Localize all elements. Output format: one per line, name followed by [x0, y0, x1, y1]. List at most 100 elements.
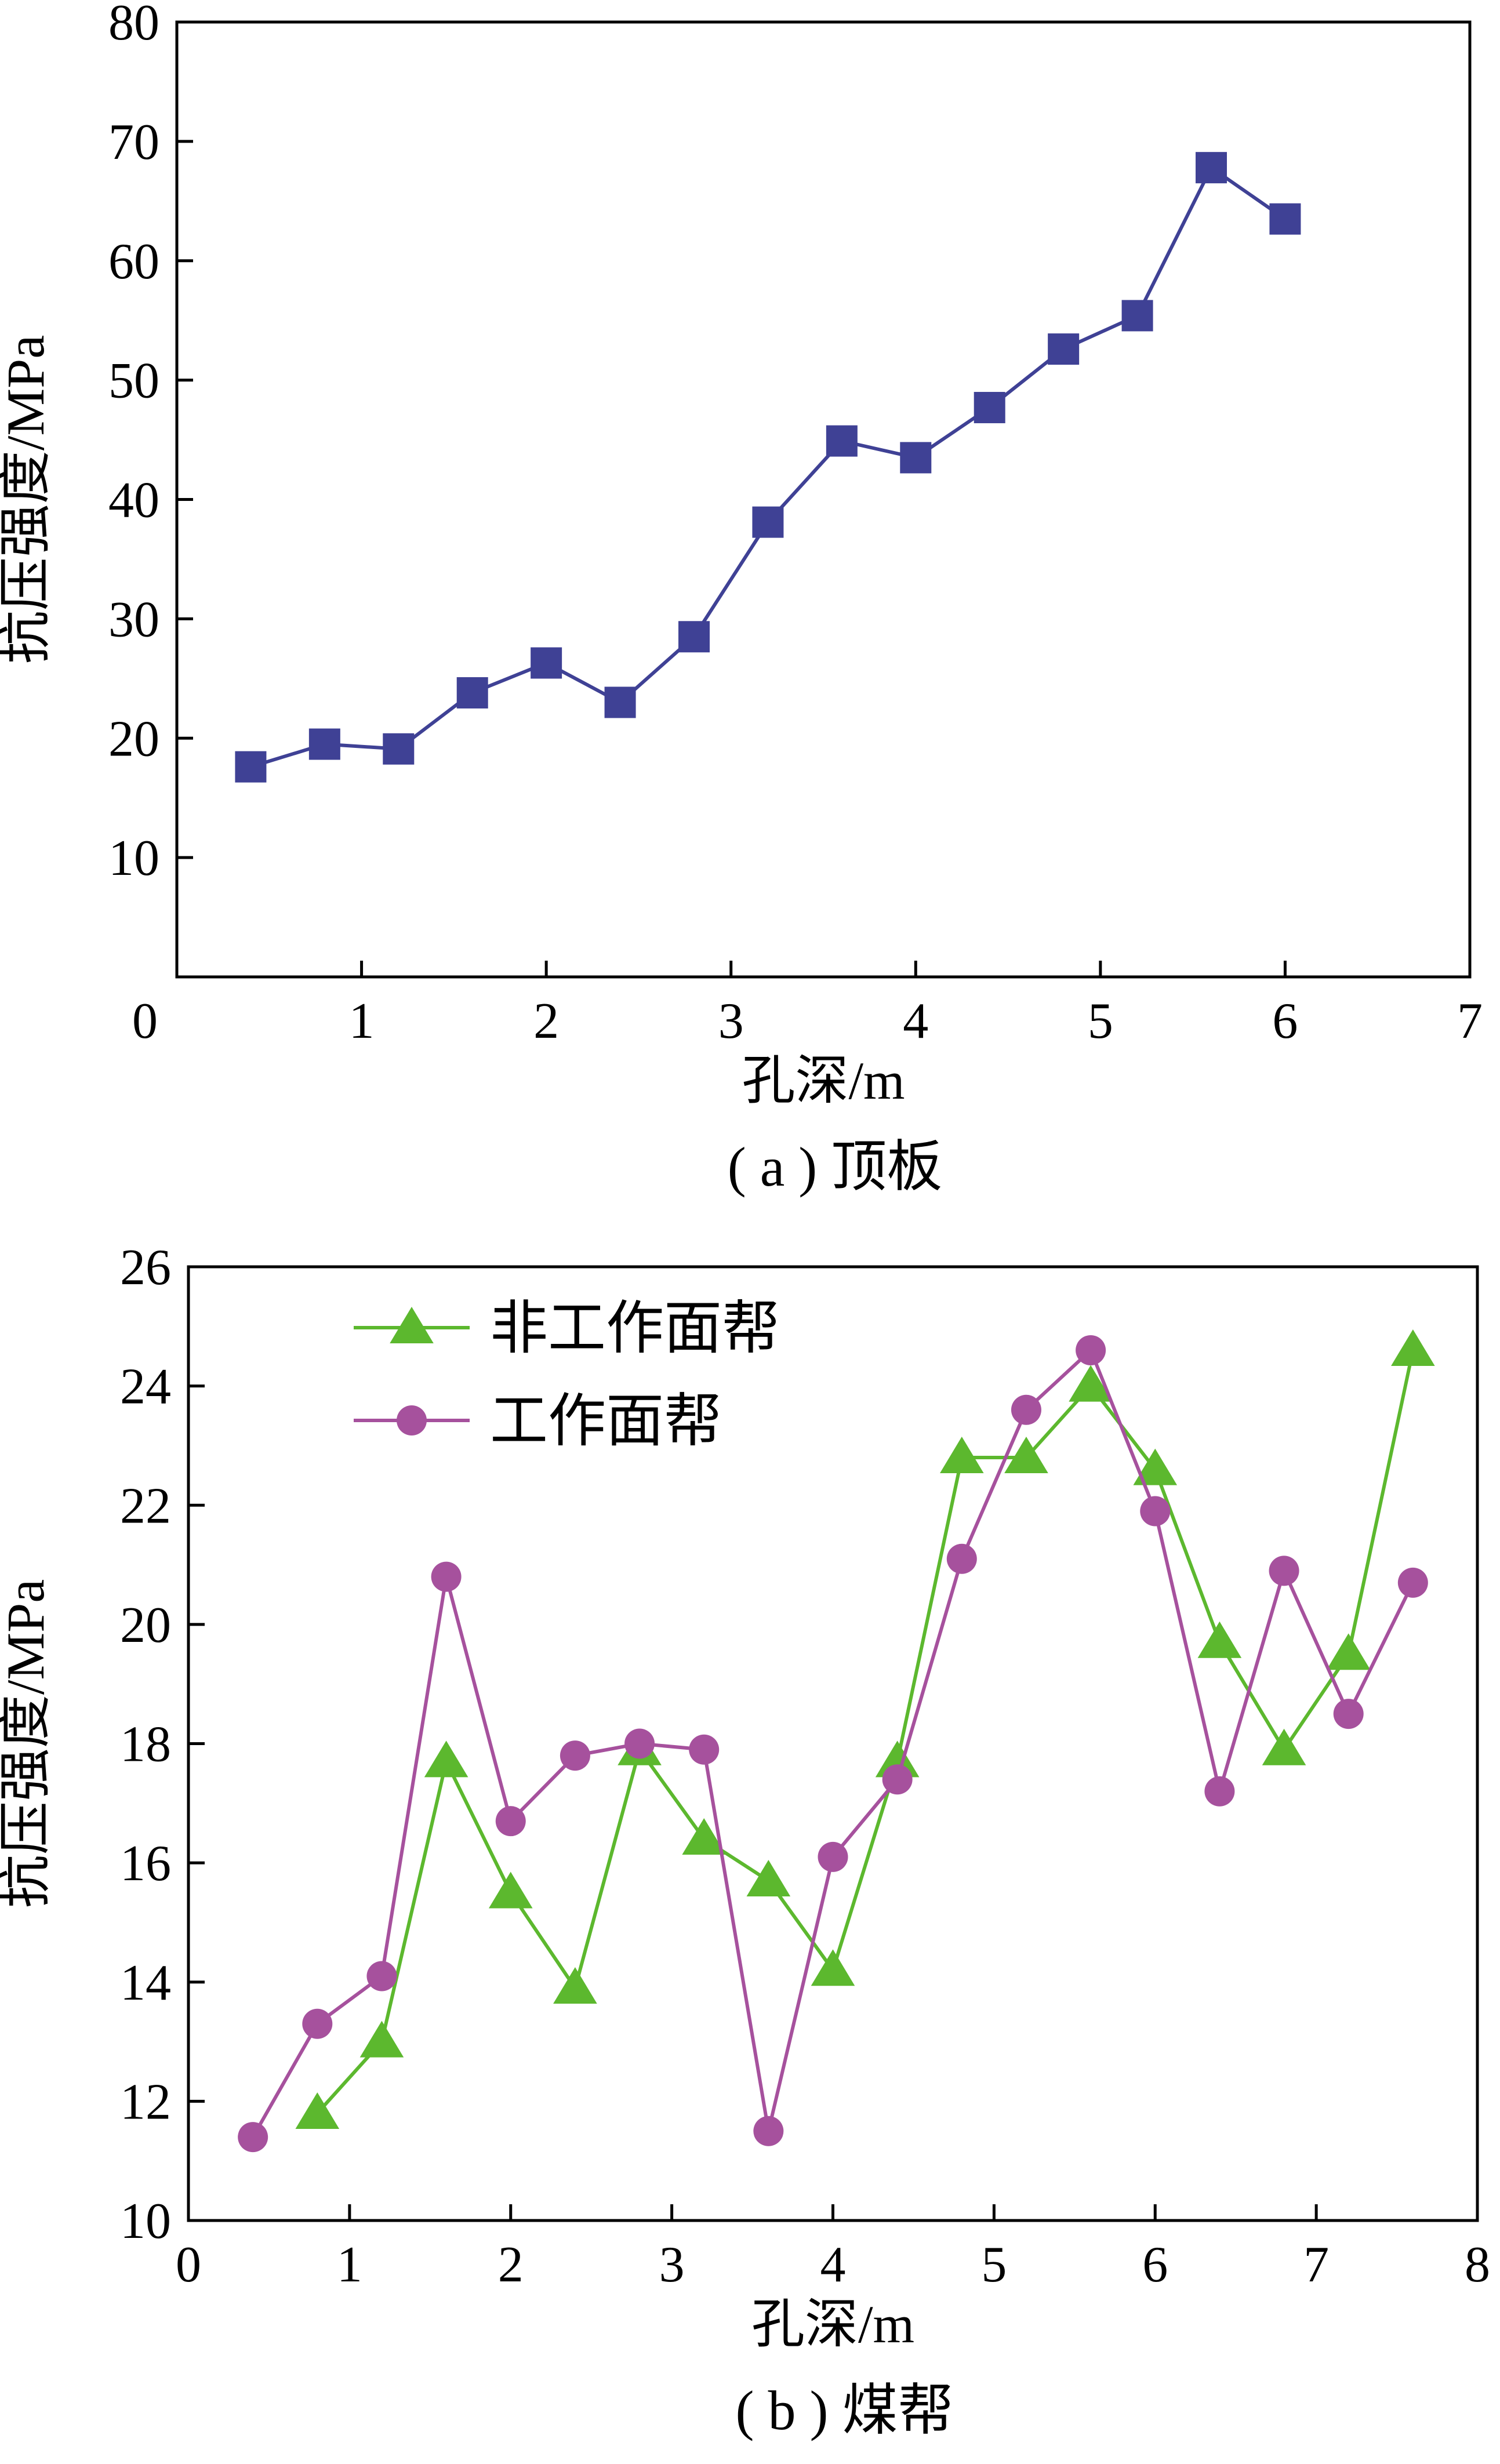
y-tick-label: 24 — [120, 1359, 171, 1415]
y-tick-label: 26 — [120, 1240, 171, 1296]
legend-marker-1 — [397, 1405, 427, 1435]
data-point-0-17 — [1391, 1329, 1435, 1366]
x-tick-label: 3 — [659, 2237, 685, 2293]
data-point-0-4 — [553, 1967, 597, 2004]
data-point-0-11 — [1004, 1437, 1048, 1473]
y-tick-label: 60 — [108, 234, 159, 290]
data-point-0-3 — [456, 677, 488, 709]
data-point-0-3 — [488, 1871, 533, 1909]
data-point-1-2 — [366, 1961, 397, 1991]
legend-label-1: 工作面帮 — [490, 1389, 722, 1453]
x-tick-label: 4 — [820, 2237, 846, 2293]
data-point-0-9 — [875, 1740, 920, 1778]
y-tick-label: 16 — [120, 1836, 171, 1892]
y-tick-label: 80 — [108, 0, 159, 51]
x-tick-label: 2 — [533, 993, 559, 1049]
y-tick-label: 10 — [108, 830, 159, 886]
data-point-0-0 — [235, 751, 267, 783]
data-point-0-13 — [1133, 1448, 1178, 1485]
data-point-0-11 — [1048, 333, 1080, 365]
data-point-0-15 — [1262, 1728, 1306, 1765]
data-point-1-7 — [689, 1734, 720, 1765]
data-point-1-10 — [882, 1764, 913, 1795]
data-point-0-6 — [682, 1818, 726, 1855]
x-tick-label: 7 — [1457, 993, 1483, 1049]
y-tick-label: 70 — [108, 114, 159, 170]
y-tick-label: 20 — [120, 1597, 171, 1653]
data-point-1-3 — [431, 1561, 462, 1592]
data-point-0-1 — [308, 728, 340, 760]
data-point-0-4 — [531, 647, 562, 679]
plot-frame — [175, 20, 1472, 979]
x-tick-label: 3 — [718, 993, 744, 1049]
series-line-1 — [251, 1348, 1415, 2138]
data-point-0-5 — [604, 686, 636, 718]
legend-marker-0 — [390, 1307, 434, 1343]
x-tick-label: 7 — [1303, 2237, 1329, 2293]
data-point-1-13 — [1076, 1335, 1106, 1365]
data-point-0-2 — [383, 733, 415, 765]
x-tick-label: 2 — [498, 2237, 524, 2293]
y-tick-label: 10 — [120, 2193, 171, 2249]
data-point-1-12 — [1011, 1394, 1041, 1425]
panel-b-coal-rib-chart: 0 1 2 3 4 5 6 7 8101214161820222426孔深/m抗压强度/MPa(… — [0, 1240, 1490, 2441]
data-point-0-7 — [746, 1859, 791, 1896]
x-tick-label: 6 — [1142, 2237, 1168, 2293]
x-tick-label: 8 — [1465, 2237, 1490, 2293]
data-point-0-10 — [974, 391, 1005, 423]
data-point-0-14 — [1197, 1621, 1242, 1658]
x-tick-label: 0 — [132, 993, 158, 1049]
y-axis-title: 抗压强度/MPa — [0, 335, 55, 664]
legend-label-0: 非工作面帮 — [490, 1296, 780, 1361]
data-point-0-1 — [359, 2020, 404, 2058]
data-point-1-16 — [1269, 1556, 1299, 1586]
y-tick-label: 30 — [108, 591, 159, 648]
data-point-0-13 — [1196, 152, 1227, 184]
x-tick-label: 4 — [903, 993, 928, 1049]
data-point-0-8 — [811, 1949, 855, 1986]
data-point-0-9 — [900, 442, 932, 474]
figure-caption: ( b ) 煤帮 — [736, 2379, 954, 2441]
data-point-0-10 — [940, 1437, 984, 1473]
x-tick-label: 1 — [337, 2237, 362, 2293]
data-point-1-5 — [560, 1740, 590, 1771]
data-point-0-0 — [295, 2092, 340, 2129]
data-point-0-8 — [826, 425, 858, 457]
data-point-1-18 — [1397, 1567, 1428, 1598]
series-line-0 — [250, 166, 1287, 769]
x-tick-label: 5 — [1088, 993, 1113, 1049]
y-tick-label: 22 — [120, 1478, 171, 1534]
data-point-0-12 — [1069, 1365, 1113, 1402]
data-point-1-6 — [624, 1728, 655, 1759]
data-point-1-15 — [1204, 1776, 1235, 1807]
y-tick-label: 18 — [120, 1717, 171, 1773]
y-tick-label: 12 — [120, 2074, 171, 2130]
data-point-1-4 — [495, 1806, 526, 1837]
y-tick-label: 40 — [108, 473, 159, 529]
y-axis-title: 抗压强度/MPa — [0, 1579, 55, 1908]
y-tick-label: 14 — [120, 1955, 171, 2011]
data-point-1-11 — [946, 1543, 977, 1574]
data-point-0-14 — [1269, 203, 1301, 235]
y-tick-label: 20 — [108, 711, 159, 767]
x-tick-label: 0 — [176, 2237, 201, 2293]
panel-a-roof-chart: 0 1 2 3 4 5 6 7 10 20 30 40 50 60 70 80 孔深/m 抗压强度/MPa ( a … — [0, 0, 1483, 1198]
y-tick-label: 50 — [108, 353, 159, 409]
data-point-1-1 — [302, 2008, 333, 2039]
x-tick-label: 5 — [981, 2237, 1007, 2293]
data-point-0-16 — [1326, 1633, 1371, 1670]
data-point-0-12 — [1121, 300, 1153, 332]
data-point-1-17 — [1333, 1699, 1364, 1729]
data-point-1-14 — [1140, 1496, 1171, 1527]
data-point-0-7 — [752, 506, 784, 538]
data-point-1-8 — [753, 2116, 784, 2146]
series-line-0 — [316, 1350, 1415, 2114]
data-point-0-6 — [678, 621, 710, 653]
x-tick-label: 6 — [1272, 993, 1298, 1049]
data-point-1-9 — [818, 1841, 848, 1872]
x-axis-title: 孔深/m — [751, 2295, 914, 2354]
x-tick-label: 1 — [349, 993, 375, 1049]
data-point-0-2 — [424, 1740, 468, 1778]
data-point-1-0 — [238, 2122, 268, 2153]
